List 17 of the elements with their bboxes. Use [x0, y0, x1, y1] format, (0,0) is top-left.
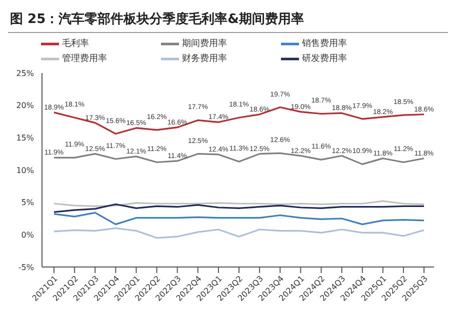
y-tick-label: 5%: [21, 198, 34, 208]
legend-label: 财务费用率: [182, 52, 227, 65]
y-tick-label: 25%: [16, 68, 34, 78]
legend-label: 销售费用率: [302, 38, 347, 50]
y-tick-label: 0%: [21, 230, 34, 240]
legend-label: 期间费用率: [182, 38, 227, 50]
chart-title: 图 25：汽车零部件板块分季度毛利率&期间费用率: [8, 8, 448, 33]
line-series: [53, 212, 425, 226]
legend-label: 毛利率: [62, 38, 89, 50]
line-series: [53, 227, 425, 239]
legend-label: 管理费用率: [62, 52, 107, 65]
y-tick-label: 15%: [16, 134, 34, 143]
y-tick-label: 10%: [16, 166, 34, 175]
y-tick-label: 20%: [16, 101, 34, 110]
legend-label: 研发费用率: [302, 52, 347, 65]
line-series: [53, 203, 425, 213]
y-tick-label: -5%: [18, 262, 34, 272]
